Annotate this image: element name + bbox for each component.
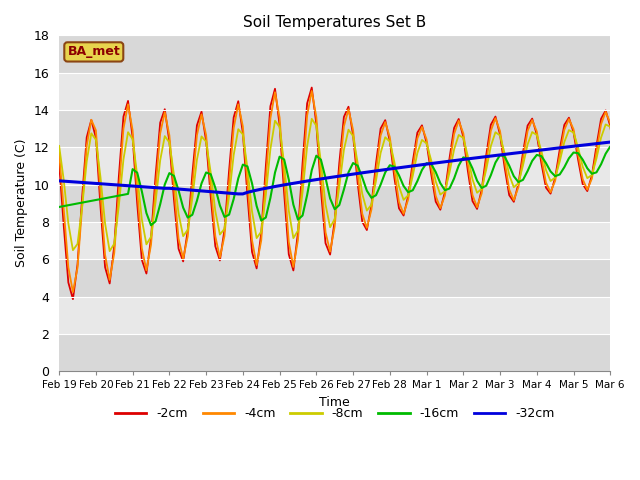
-2cm — [308, 84, 316, 90]
Bar — [59, 185, 611, 222]
-32cm — [198, 188, 205, 194]
-32cm — [234, 191, 242, 197]
Title: Soil Temperatures Set B: Soil Temperatures Set B — [243, 15, 426, 30]
Line: -4cm: -4cm — [59, 91, 640, 292]
X-axis label: Time: Time — [319, 396, 350, 408]
Bar — [59, 147, 611, 185]
-8cm — [106, 248, 113, 254]
-16cm — [561, 164, 568, 170]
-16cm — [202, 169, 210, 175]
-2cm — [639, 99, 640, 105]
Line: -16cm: -16cm — [59, 146, 640, 225]
-4cm — [276, 115, 284, 120]
Legend: -2cm, -4cm, -8cm, -16cm, -32cm: -2cm, -4cm, -8cm, -16cm, -32cm — [110, 402, 559, 425]
Bar — [59, 222, 611, 259]
Text: BA_met: BA_met — [67, 46, 120, 59]
-32cm — [299, 179, 307, 185]
-32cm — [276, 183, 284, 189]
-16cm — [620, 164, 628, 169]
-4cm — [299, 174, 307, 180]
-2cm — [565, 115, 573, 120]
-8cm — [363, 208, 371, 214]
-4cm — [565, 116, 573, 122]
-2cm — [299, 160, 307, 166]
-8cm — [561, 139, 568, 145]
-2cm — [55, 160, 63, 166]
-32cm — [363, 169, 371, 175]
Line: -32cm: -32cm — [59, 138, 640, 194]
-4cm — [308, 88, 316, 94]
-32cm — [55, 178, 63, 184]
Bar — [59, 72, 611, 110]
-32cm — [616, 138, 623, 144]
-32cm — [639, 135, 640, 141]
-8cm — [202, 139, 210, 144]
-4cm — [639, 101, 640, 107]
-8cm — [616, 162, 623, 168]
-16cm — [639, 146, 640, 152]
Bar — [59, 259, 611, 297]
-16cm — [147, 222, 155, 228]
-4cm — [202, 132, 210, 138]
Bar — [59, 334, 611, 371]
-16cm — [55, 204, 63, 210]
-16cm — [299, 213, 307, 218]
-16cm — [607, 144, 614, 149]
-2cm — [202, 138, 210, 144]
-8cm — [299, 190, 307, 195]
-16cm — [276, 154, 284, 159]
-8cm — [55, 143, 63, 149]
-4cm — [55, 150, 63, 156]
Bar — [59, 297, 611, 334]
-4cm — [620, 189, 628, 194]
-8cm — [639, 115, 640, 121]
-2cm — [69, 296, 77, 302]
Line: -8cm: -8cm — [59, 118, 640, 251]
-2cm — [620, 190, 628, 196]
-2cm — [276, 122, 284, 128]
-4cm — [69, 289, 77, 295]
-4cm — [367, 207, 375, 213]
Line: -2cm: -2cm — [59, 87, 640, 299]
-16cm — [363, 188, 371, 193]
Bar — [59, 110, 611, 147]
-32cm — [561, 144, 568, 150]
-2cm — [367, 202, 375, 208]
-8cm — [276, 124, 284, 130]
Bar — [59, 36, 611, 72]
Y-axis label: Soil Temperature (C): Soil Temperature (C) — [15, 139, 28, 267]
